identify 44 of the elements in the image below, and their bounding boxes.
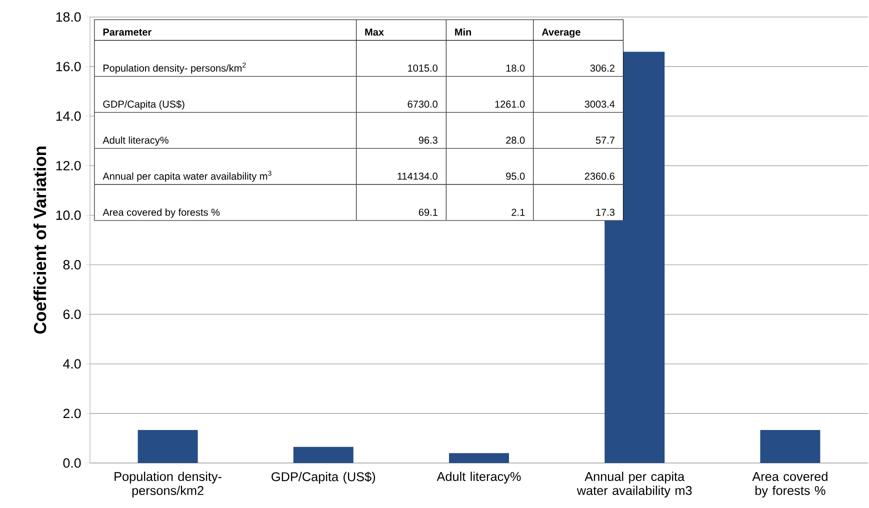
annotation: 18.0 <box>506 64 525 72</box>
x-tick-label: Annual per capita water availability m3 <box>576 472 692 498</box>
x-tick-label: Adult literacy% <box>436 472 521 484</box>
annotation: 306.2 <box>590 64 614 72</box>
y-axis-title: Coefficient of Variation <box>33 146 46 334</box>
bar <box>138 430 198 463</box>
y-tick-label: 12.0 <box>56 160 81 170</box>
y-tick-label: 6.0 <box>63 310 81 320</box>
annotation: Min <box>455 28 472 36</box>
annotation: 28.0 <box>506 136 525 144</box>
x-tick-label: GDP/Capita (US$) <box>272 472 376 484</box>
annotation: Parameter <box>103 28 152 36</box>
annotation: Max <box>365 28 384 36</box>
annotation: 3003.4 <box>584 100 615 108</box>
annotation: Area covered by forests % <box>102 208 220 218</box>
annotation: 6730.0 <box>408 100 438 108</box>
annotation: 1015.0 <box>408 64 438 72</box>
annotation: 17.3 <box>596 208 615 216</box>
bar <box>760 430 820 463</box>
y-tick-label: 8.0 <box>63 260 81 270</box>
x-tick-label: Population density- persons/km2 <box>114 472 222 498</box>
annotation: Adult literacy% <box>102 136 168 146</box>
y-tick-label: 18.0 <box>56 12 81 22</box>
y-tick-label: 14.0 <box>56 111 81 121</box>
annotation: 96.3 <box>418 136 438 144</box>
y-tick-label: 2.0 <box>63 408 81 418</box>
annotation: 69.1 <box>418 208 438 216</box>
bar <box>293 446 354 463</box>
annotation: 57.7 <box>596 136 614 144</box>
annotation: 2.1 <box>512 208 525 216</box>
annotation: GDP/Capita (US$) <box>103 100 184 110</box>
x-tick-label: Area covered by forests % <box>752 472 828 498</box>
bar <box>448 453 509 463</box>
annotation: 2360.6 <box>584 172 615 180</box>
annotation: 114134.0 <box>398 172 438 180</box>
y-tick-label: 4.0 <box>63 359 81 369</box>
annotation: 1261.0 <box>495 100 525 108</box>
annotation: 95.0 <box>506 172 525 180</box>
annotation: Population density- persons/km$^{2}$ <box>104 62 246 74</box>
annotation: Annual per capita water availability m$^{3}$ <box>102 170 272 182</box>
y-tick-label: 10.0 <box>56 210 81 220</box>
y-tick-label: 0.0 <box>63 458 81 468</box>
y-tick-label: 16.0 <box>56 62 81 72</box>
annotation: Average <box>542 28 580 38</box>
